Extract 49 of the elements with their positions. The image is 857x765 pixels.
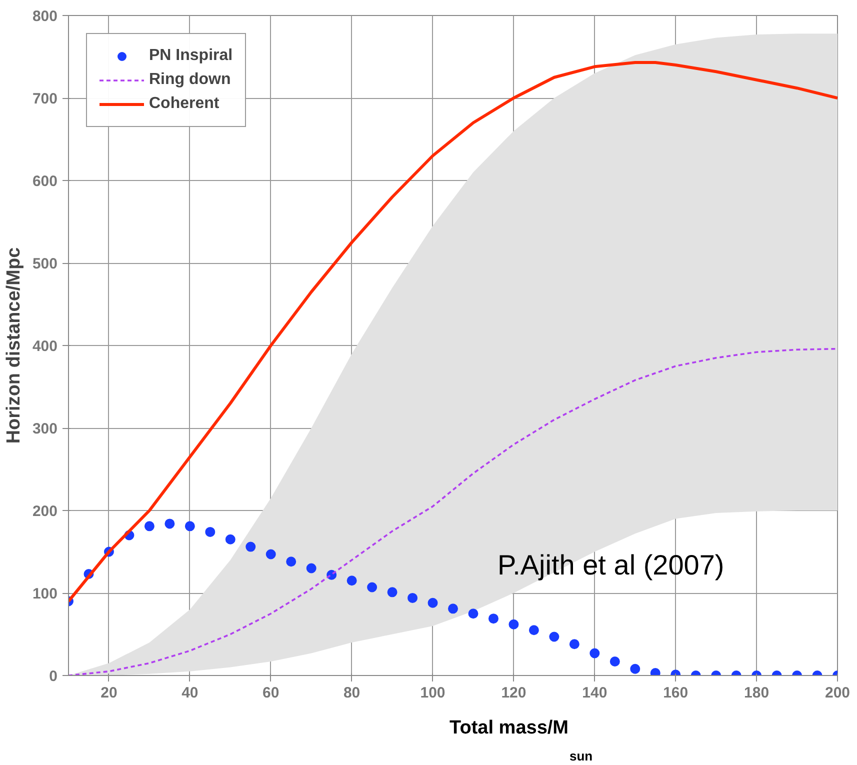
y-tick-label: 300: [32, 420, 58, 438]
y-tick-label: 100: [32, 586, 58, 602]
point: [549, 632, 560, 642]
point: [225, 534, 236, 544]
point: [408, 592, 418, 603]
point: [610, 656, 620, 666]
y-tick-label: 600: [32, 173, 58, 190]
x-tick-label: 80: [343, 684, 360, 702]
point: [428, 598, 438, 608]
y-tick-label: 0: [49, 668, 58, 685]
point: [569, 639, 580, 650]
point: [184, 521, 195, 532]
x-tick-label: 40: [182, 684, 198, 702]
point: [590, 648, 600, 658]
y-tick-label: 700: [32, 90, 58, 108]
point: [205, 526, 216, 537]
point: [468, 608, 478, 619]
x-axis-title: Total mass/Msun: [450, 718, 593, 764]
legend-label: Ring down: [149, 71, 231, 89]
point: [508, 619, 519, 630]
point: [144, 521, 154, 532]
point: [246, 542, 256, 552]
x-tick-label: 120: [501, 684, 526, 702]
point: [286, 556, 296, 567]
point: [630, 664, 640, 674]
legend-label: PN Inspiral: [149, 47, 233, 65]
point: [387, 587, 398, 598]
point: [488, 614, 498, 624]
x-tick-label: 140: [582, 684, 608, 702]
y-axis-title: Horizon distance/Mpc: [3, 246, 24, 444]
x-tick-label: 200: [824, 684, 850, 702]
point: [266, 549, 276, 560]
annotation: P.Ajith et al (2007): [498, 550, 724, 581]
point: [346, 576, 357, 586]
x-tick-label: 60: [262, 684, 280, 702]
legend-label: Coherent: [149, 95, 220, 113]
y-tick-label: 500: [32, 256, 58, 272]
point: [528, 625, 539, 636]
point: [306, 563, 316, 574]
point: [448, 604, 458, 614]
y-tick-label: 200: [32, 503, 58, 520]
x-tick-label: 20: [100, 684, 118, 702]
x-tick-label: 100: [420, 684, 446, 702]
point: [164, 518, 175, 529]
x-tick-label: 180: [744, 684, 770, 702]
y-tick-label: 800: [32, 8, 58, 25]
x-tick-label: 160: [663, 684, 688, 702]
point: [367, 582, 378, 592]
y-tick-label: 400: [32, 338, 58, 355]
